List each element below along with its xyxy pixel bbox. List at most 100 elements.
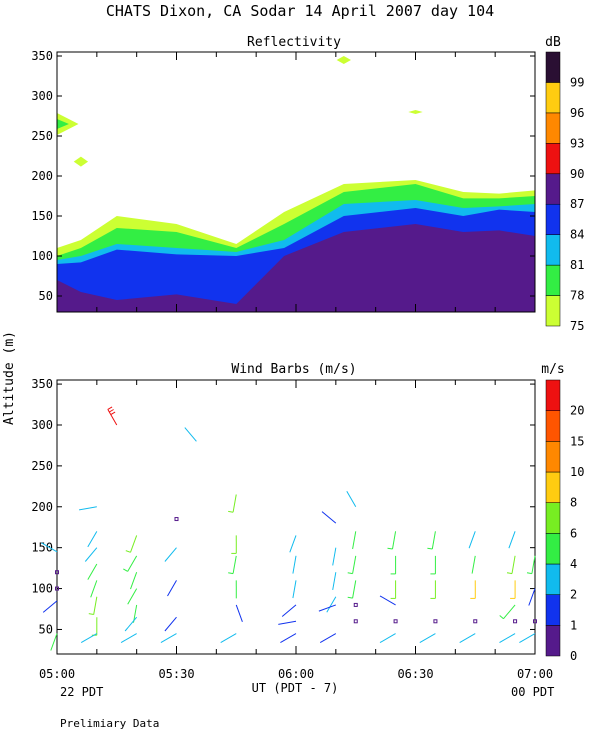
wind-barb [121, 634, 137, 643]
wind-barb [507, 556, 515, 574]
wind-barb-calm [394, 620, 397, 623]
reflectivity-contours [35, 56, 535, 312]
wind-barb [88, 531, 97, 547]
wind-y-tick-label: 50 [39, 622, 53, 636]
wind-barb-staff [380, 634, 396, 643]
reflectivity-y-tick-label: 300 [31, 89, 53, 103]
wind-barb-staff [81, 634, 97, 643]
wind-barb-feather [89, 614, 94, 615]
wind-barb [161, 634, 177, 643]
wind-y-tick-label: 300 [31, 418, 53, 432]
reflectivity-y-tick-label: 350 [31, 49, 53, 63]
wind-barb-staff [161, 634, 177, 643]
preliminary-note: Prelimiary Data [60, 717, 159, 730]
wind-barb [81, 634, 97, 643]
wind-barb-feather [507, 573, 512, 574]
wind-barb-staff [529, 589, 535, 606]
wind-barb-feather [228, 511, 233, 512]
wind-colorbar-swatch [546, 503, 560, 534]
wind-x-tick-label: 07:00 [517, 667, 553, 681]
wind-colorbar-label: 6 [570, 526, 577, 540]
wind-barb [472, 556, 475, 574]
reflectivity-colorbar-swatch [546, 204, 560, 234]
reflectivity-colorbar-label: 96 [570, 106, 584, 120]
reflectivity-title: Reflectivity [247, 35, 341, 50]
wind-barb [282, 605, 296, 617]
wind-barb-feather [527, 573, 532, 574]
wind-frame [57, 380, 535, 654]
wind-colorbar-swatch [546, 564, 560, 595]
wind-barb-staff [353, 531, 356, 549]
wind-barb [168, 580, 177, 596]
wind-barb-staff [128, 556, 137, 572]
wind-barb [519, 634, 535, 643]
reflectivity-colorbar-label: 87 [570, 197, 584, 211]
wind-barb [509, 531, 515, 548]
x-axis-label: UT (PDT - 7) [252, 681, 339, 695]
wind-barb-staff [432, 531, 435, 549]
wind-barb-calm [474, 620, 477, 623]
wind-barb-feather [348, 573, 353, 574]
wind-x-tick-label: 06:30 [397, 667, 433, 681]
wind-barb [322, 512, 336, 524]
wind-barb [131, 572, 137, 589]
reflectivity-colorbar-swatch [546, 113, 560, 143]
wind-barb [320, 634, 336, 643]
wind-barb [228, 495, 236, 513]
reflectivity-colorbar-label: 81 [570, 258, 584, 272]
wind-barb-staff [420, 634, 436, 643]
wind-barb [91, 580, 97, 597]
wind-barb-staff [43, 601, 57, 613]
wind-barb-staff [512, 556, 515, 574]
wind-barb [388, 531, 396, 549]
wind-barb [327, 597, 336, 613]
wind-barb-calm [434, 620, 437, 623]
wind-y-tick-label: 350 [31, 377, 53, 391]
wind-barb-calm [354, 603, 357, 606]
wind-barb-calm [175, 518, 178, 521]
wind-barb-staff [88, 531, 97, 547]
reflectivity-colorbar-label: 99 [570, 75, 584, 89]
wind-barb-staff [282, 605, 296, 617]
wind-barb-feather [500, 616, 504, 619]
reflectivity-panel: Reflectivity dB 501001502002503003507578… [31, 35, 584, 333]
reflectivity-echo-2 [74, 157, 88, 167]
reflectivity-y-tick-label: 150 [31, 209, 53, 223]
wind-x-tick-label: 06:00 [278, 667, 314, 681]
wind-barb [427, 531, 435, 549]
wind-barb-staff [94, 597, 97, 615]
chart-canvas: CHATS Dixon, CA Sodar 14 April 2007 day … [0, 0, 600, 750]
wind-barb [293, 556, 296, 574]
wind-barb [527, 556, 535, 574]
wind-barb-staff [278, 621, 296, 624]
wind-barb-staff [504, 605, 516, 619]
wind-barb [125, 617, 137, 631]
wind-barb-staff [233, 495, 236, 513]
reflectivity-colorbar-swatch [546, 143, 560, 173]
wind-barb-staff [393, 531, 396, 549]
wind-barbs-title: Wind Barbs (m/s) [231, 362, 356, 377]
wind-y-tick-label: 200 [31, 500, 53, 514]
reflectivity-colorbar-swatch [546, 235, 560, 265]
wind-barb-staff [233, 556, 236, 574]
wind-barb [236, 605, 242, 622]
wind-barb-staff [333, 572, 336, 590]
y-axis-label: Altitude (m) [2, 331, 17, 425]
wind-barb-staff [108, 409, 117, 425]
wind-barb [430, 556, 435, 574]
wind-barb-staff [85, 548, 97, 562]
wind-barb-staff [91, 580, 97, 597]
wind-x-tick-label: 05:30 [158, 667, 194, 681]
wind-barb-staff [128, 589, 137, 605]
wind-barb [348, 556, 356, 574]
chart-title: CHATS Dixon, CA Sodar 14 April 2007 day … [106, 2, 494, 20]
wind-barb-staff [125, 617, 137, 631]
wind-barb-staff [88, 564, 97, 580]
wind-colorbar-swatch [546, 472, 560, 503]
wind-barb [79, 507, 97, 510]
wind-barb-staff [221, 634, 237, 643]
wind-barb [43, 601, 57, 613]
wind-barb-calm [514, 620, 517, 623]
wind-barb-staff [353, 556, 356, 574]
wind-colorbar-swatch [546, 411, 560, 442]
